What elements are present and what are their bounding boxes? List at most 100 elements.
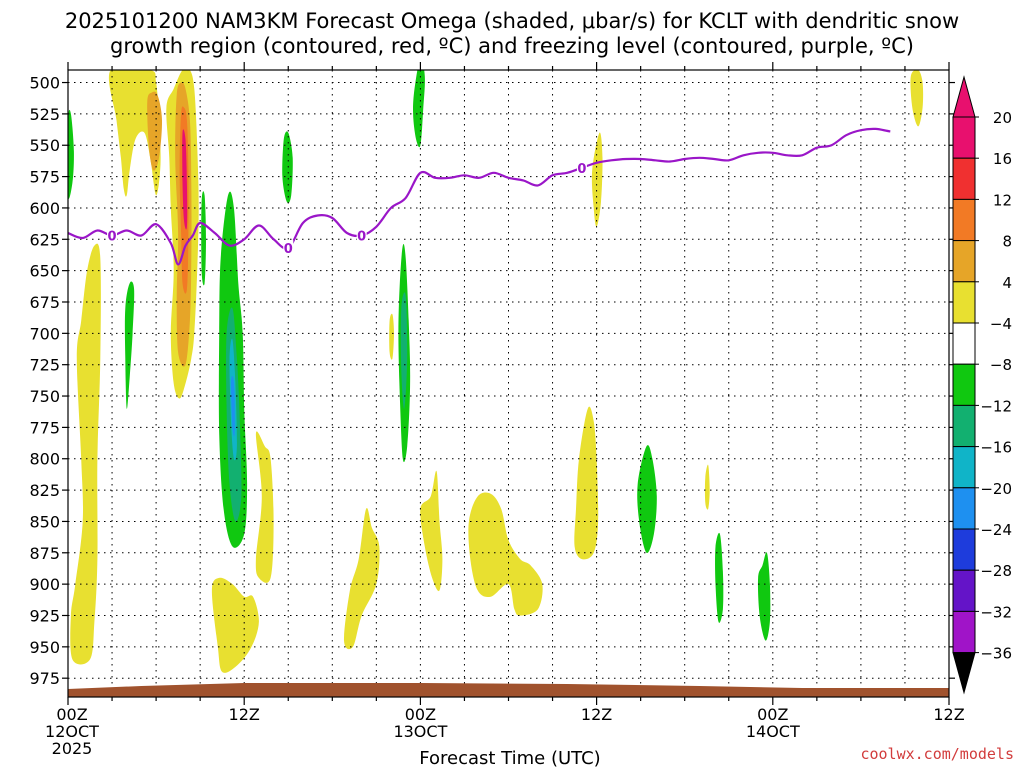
colorbar-label-13: −36 — [980, 645, 1012, 663]
x-tick-label-48-1: 00Z — [757, 705, 788, 724]
y-tick-label-675: 675 — [29, 293, 60, 312]
omega-region-orange-top — [147, 91, 163, 171]
freezing-level-label-1: 0 — [284, 242, 293, 257]
y-tick-label-775: 775 — [29, 418, 60, 437]
omega-region-teal-near-00z — [400, 292, 408, 409]
omega-region-yellow-tiny-43h — [704, 464, 710, 510]
y-tick-label-850: 850 — [29, 512, 60, 531]
x-tick-label-0-1: 00Z — [56, 705, 87, 724]
y-tick-label-575: 575 — [29, 168, 60, 187]
colorbar-segment-4 — [952, 281, 976, 324]
freezing-level-layer: 0 0 0 0 — [68, 127, 891, 266]
omega-region-green-2100 — [757, 552, 771, 641]
freezing-level-label-2: 0 — [357, 230, 366, 245]
x-tick-label-0-3: 2025 — [52, 739, 93, 758]
y-tick-label-925: 925 — [29, 606, 60, 625]
x-tick-label-24-1: 00Z — [405, 705, 436, 724]
omega-region-yellow-near-00z — [343, 507, 380, 650]
colorbar-top-arrow — [952, 75, 976, 118]
freezing-level-label-0: 0 — [108, 230, 117, 245]
colorbar-segment-3 — [952, 240, 976, 283]
colorbar-segment-11 — [952, 569, 976, 612]
colorbar-label-4: 4 — [1002, 274, 1012, 292]
y-tick-label-500: 500 — [29, 74, 60, 93]
freezing-label-bg-3 — [576, 159, 587, 175]
x-tick-label-0-2: 12OCT — [45, 722, 99, 741]
omega-region-green-left-small — [124, 281, 135, 409]
freezing-label-bg-1 — [283, 240, 294, 256]
omega-shading-layer — [68, 70, 924, 673]
colorbar-label-2: 12 — [993, 191, 1012, 209]
colorbar-segment-6 — [952, 363, 976, 406]
freezing-level-line — [68, 127, 891, 266]
y-tick-label-725: 725 — [29, 356, 60, 375]
x-tick-label-48-2: 14OCT — [746, 722, 800, 741]
ground-surface — [68, 683, 949, 697]
freezing-label-bg-0 — [107, 227, 118, 243]
colorbar-segment-12 — [952, 610, 976, 654]
omega-region-green-thin-9h — [201, 191, 206, 286]
chart-title-line-1: 2025101200 NAM3KM Forecast Omega (shaded… — [65, 9, 959, 33]
colorbar-segment-5 — [952, 322, 976, 365]
omega-region-magenta-core — [182, 129, 188, 230]
x-tick-label-60-1: 12Z — [933, 705, 964, 724]
omega-region-yellow-bottom-12z — [211, 577, 259, 673]
omega-region-green-15h — [282, 131, 293, 204]
colorbar-label-0: 20 — [993, 109, 1012, 127]
y-tick-label-525: 525 — [29, 105, 60, 124]
colorbar-label-8: −16 — [980, 439, 1012, 457]
y-tick-label-825: 825 — [29, 481, 60, 500]
omega-region-yellow-12z-13oct — [574, 406, 599, 560]
colorbar-label-12: −32 — [980, 603, 1012, 621]
gridlines — [68, 70, 949, 697]
y-tick-label-650: 650 — [29, 262, 60, 281]
colorbar-label-3: 8 — [1002, 233, 1012, 251]
colorbar-segment-10 — [952, 528, 976, 571]
omega-region-yellow-left-column — [70, 243, 101, 665]
colorbar-bottom-arrow — [952, 652, 976, 695]
colorbar-label-7: −12 — [980, 397, 1012, 415]
y-tick-label-550: 550 — [29, 136, 60, 155]
omega-region-yellow-top-right — [910, 70, 924, 127]
colorbar-label-1: 16 — [993, 150, 1012, 168]
y-tick-label-700: 700 — [29, 324, 60, 343]
y-tick-label-600: 600 — [29, 199, 60, 218]
omega-region-yellow-mid-block — [468, 492, 543, 616]
colorbar-label-10: −24 — [980, 521, 1012, 539]
x-tick-label-12-1: 12Z — [229, 705, 260, 724]
chart-title-line-2: growth region (contoured, red, ºC) and f… — [110, 34, 914, 58]
colorbar-segment-2 — [952, 198, 976, 242]
colorbar: 20 16 12 8 4 −4 −8 −12 −16 −20 −24 −28 −32 −36 — [952, 75, 1012, 695]
colorbar-label-9: −20 — [980, 480, 1012, 498]
ground-surface-layer — [68, 683, 949, 697]
x-axis-label: Forecast Time (UTC) — [419, 748, 600, 768]
omega-region-yellow-00z-13oct — [420, 470, 443, 592]
colorbar-segment-0 — [952, 116, 976, 159]
y-tick-label-750: 750 — [29, 387, 60, 406]
freezing-level-label-3: 0 — [577, 162, 586, 177]
colorbar-label-6: −8 — [990, 356, 1012, 374]
omega-region-green-1900 — [715, 532, 724, 623]
x-tick-label-24-2: 13OCT — [393, 722, 447, 741]
y-tick-label-800: 800 — [29, 450, 60, 469]
credit-text: coolwx.com/models — [860, 745, 1014, 763]
y-tick-label-975: 975 — [29, 669, 60, 688]
x-tick-label-36-1: 12Z — [581, 705, 612, 724]
colorbar-segment-7 — [952, 404, 976, 448]
colorbar-label-5: −4 — [990, 315, 1012, 333]
y-tick-label-900: 900 — [29, 575, 60, 594]
colorbar-segment-9 — [952, 487, 976, 530]
colorbar-label-11: −28 — [980, 562, 1012, 580]
y-tick-label-875: 875 — [29, 544, 60, 563]
omega-region-green-1530 — [637, 445, 657, 554]
omega-region-blue-12z-column — [230, 376, 235, 437]
y-tick-label-625: 625 — [29, 230, 60, 249]
omega-region-yellow-right-of-core — [255, 431, 274, 583]
y-axis: 500 525 550 575 600 625 650 675 700 725 750 775 800 8… — [29, 74, 955, 688]
omega-region-green-top-00z — [413, 70, 425, 148]
freezing-label-bg-2 — [356, 227, 367, 243]
omega-region-yellow-upper-12z — [591, 132, 603, 227]
colorbar-segment-1 — [952, 157, 976, 200]
